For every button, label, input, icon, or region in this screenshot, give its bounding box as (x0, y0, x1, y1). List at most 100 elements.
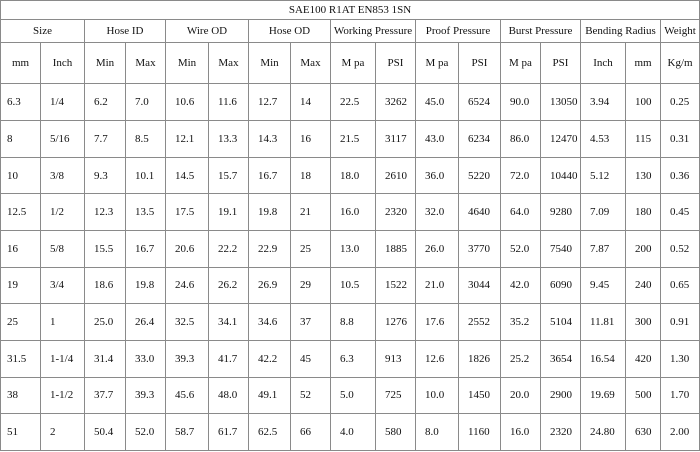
subheader: Max (290, 41, 331, 85)
data-cell: 5220 (458, 156, 501, 195)
data-cell: 5104 (540, 303, 581, 341)
data-cell: 0.25 (659, 83, 700, 122)
data-cell: 32.0 (415, 193, 459, 232)
data-cell: 26.2 (208, 266, 249, 305)
subheader: Min (165, 41, 209, 85)
data-cell: 10440 (540, 156, 581, 195)
title-row: SAE100 R1AT EN853 1SN (0, 0, 700, 21)
data-row: 25 1 25.0 26.4 32.5 34.1 34.6 37 8.8 1276 17.6 2552… (0, 303, 700, 341)
data-cell: 8.8 (330, 303, 376, 341)
data-cell: 31.5 (0, 339, 41, 378)
data-cell: 24.6 (165, 266, 209, 305)
data-cell: 0.52 (659, 230, 700, 268)
data-cell: 300 (625, 303, 661, 341)
data-cell: 25 (290, 230, 331, 268)
data-cell: 2.00 (659, 413, 700, 451)
data-cell: 42.2 (248, 339, 291, 378)
data-cell: 3117 (375, 120, 416, 158)
data-cell: 8.5 (125, 120, 166, 158)
data-cell: 25.0 (84, 303, 126, 341)
data-cell: 15.7 (208, 156, 249, 195)
data-row: 19 3/4 18.6 19.8 24.6 26.2 26.9 29 10.5 1522 21.0 3… (0, 266, 700, 305)
data-cell: 32.5 (165, 303, 209, 341)
data-row: 38 1-1/2 37.7 39.3 45.6 48.0 49.1 52 5.0 725 10.0 1… (0, 376, 700, 415)
data-cell: 5.12 (580, 156, 626, 195)
data-cell: 12.6 (415, 339, 459, 378)
data-cell: 240 (625, 266, 661, 305)
data-cell: 24.80 (580, 413, 626, 451)
data-cell: 3262 (375, 83, 416, 122)
data-cell: 1885 (375, 230, 416, 268)
subheader: PSI (458, 41, 501, 85)
subheader: Max (125, 41, 166, 85)
data-cell: 2552 (458, 303, 501, 341)
data-cell: 37 (290, 303, 331, 341)
data-cell: 100 (625, 83, 661, 122)
data-cell: 22.5 (330, 83, 376, 122)
subheader: Kg/m (659, 41, 700, 85)
data-cell: 64.0 (500, 193, 541, 232)
group-header: Wire OD (165, 19, 249, 43)
data-cell: 500 (625, 376, 661, 415)
data-cell: 19.8 (248, 193, 291, 232)
data-cell: 20.6 (165, 230, 209, 268)
group-header: Proof Pressure (415, 19, 501, 43)
data-cell: 13.3 (208, 120, 249, 158)
data-cell: 39.3 (125, 376, 166, 415)
data-cell: 43.0 (415, 120, 459, 158)
data-cell: 7540 (540, 230, 581, 268)
data-cell: 66 (290, 413, 331, 451)
data-cell: 14 (290, 83, 331, 122)
data-row: 16 5/8 15.5 16.7 20.6 22.2 22.9 25 13.0 1885 26.0 3… (0, 230, 700, 268)
data-cell: 1 (40, 303, 85, 341)
data-cell: 86.0 (500, 120, 541, 158)
subheader: Inch (40, 41, 85, 85)
data-cell: 21.5 (330, 120, 376, 158)
data-cell: 26.9 (248, 266, 291, 305)
data-cell: 0.31 (659, 120, 700, 158)
data-cell: 3044 (458, 266, 501, 305)
data-cell: 16.54 (580, 339, 626, 378)
data-cell: 13.0 (330, 230, 376, 268)
data-cell: 7.7 (84, 120, 126, 158)
data-row: 12.5 1/2 12.3 13.5 17.5 19.1 19.8 21 16.0 2320 32.… (0, 193, 700, 232)
data-cell: 2320 (375, 193, 416, 232)
data-cell: 7.87 (580, 230, 626, 268)
data-cell: 7.0 (125, 83, 166, 122)
data-cell: 0.45 (659, 193, 700, 232)
subheader: mm (0, 41, 41, 85)
data-cell: 9.45 (580, 266, 626, 305)
data-cell: 10.6 (165, 83, 209, 122)
data-cell: 16.7 (125, 230, 166, 268)
data-cell: 14.5 (165, 156, 209, 195)
data-cell: 20.0 (500, 376, 541, 415)
data-cell: 50.4 (84, 413, 126, 451)
data-cell: 8.0 (415, 413, 459, 451)
data-cell: 10 (0, 156, 41, 195)
data-cell: 52.0 (500, 230, 541, 268)
data-cell: 3770 (458, 230, 501, 268)
subheader: PSI (540, 41, 581, 85)
data-cell: 9.3 (84, 156, 126, 195)
data-cell: 25 (0, 303, 41, 341)
data-cell: 33.0 (125, 339, 166, 378)
data-cell: 90.0 (500, 83, 541, 122)
data-cell: 31.4 (84, 339, 126, 378)
data-cell: 630 (625, 413, 661, 451)
group-row: Size Hose ID Wire OD Hose OD Working Pressur… (0, 19, 700, 43)
data-cell: 72.0 (500, 156, 541, 195)
group-header: Bending Radius (580, 19, 661, 43)
data-cell: 19.8 (125, 266, 166, 305)
data-cell: 0.36 (659, 156, 700, 195)
data-cell: 8 (0, 120, 41, 158)
data-cell: 1276 (375, 303, 416, 341)
data-cell: 51 (0, 413, 41, 451)
data-cell: 52 (290, 376, 331, 415)
data-cell: 16.0 (330, 193, 376, 232)
data-cell: 1.70 (659, 376, 700, 415)
data-cell: 11.6 (208, 83, 249, 122)
data-cell: 15.5 (84, 230, 126, 268)
data-cell: 1/4 (40, 83, 85, 122)
data-cell: 39.3 (165, 339, 209, 378)
data-cell: 25.2 (500, 339, 541, 378)
